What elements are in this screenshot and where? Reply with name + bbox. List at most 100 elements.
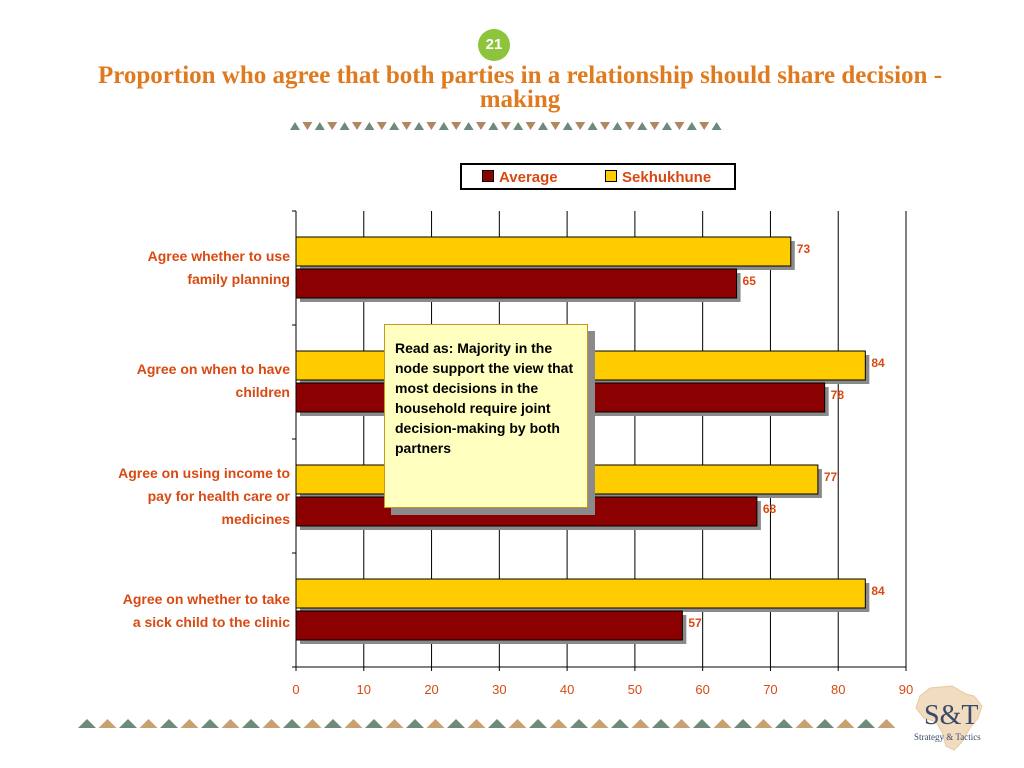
border-triangle [693,719,711,728]
border-triangle [78,719,96,728]
x-tick-label: 0 [292,682,299,697]
chart-legend: Average Sekhukhune [460,163,736,190]
legend-label-average: Average [499,169,558,186]
read-as-note: Read as: Majority in the node support th… [384,324,588,508]
border-triangle [734,719,752,728]
border-triangle [513,122,524,130]
border-triangle [529,719,547,728]
border-triangle [488,719,506,728]
border-triangle [426,719,445,728]
border-triangle [401,122,412,130]
border-triangle [562,122,573,130]
data-label: 78 [831,388,845,402]
border-triangle [637,122,648,130]
x-tick-label: 40 [560,682,574,697]
border-triangle [550,122,561,130]
border-triangle [836,719,855,728]
data-label: 73 [797,242,811,256]
border-triangle [180,719,199,728]
border-triangle [221,719,240,728]
border-triangle [327,122,338,130]
border-triangle [488,122,499,130]
border-triangle [549,719,568,728]
border-triangle [674,122,685,130]
legend-item-average: Average [482,169,558,186]
border-triangle [364,122,375,130]
border-triangle [467,719,486,728]
border-triangle [290,122,300,130]
border-triangle [570,719,588,728]
x-tick-label: 70 [763,682,777,697]
top-triangle-border [290,122,722,130]
data-label: 57 [688,616,702,630]
border-triangle [857,719,875,728]
bar-average [295,610,683,641]
border-triangle [816,719,834,728]
x-tick-label: 80 [831,682,845,697]
border-triangle [201,719,219,728]
page-number-badge: 21 [478,29,510,61]
x-tick-label: 50 [628,682,642,697]
border-triangle [575,122,586,130]
border-triangle [119,719,137,728]
bar-sekhukhune [295,578,866,609]
border-triangle [352,122,362,130]
category-label-family-planning: Agree whether to use family planning [147,248,290,287]
data-label: 77 [824,470,838,484]
category-label-sick-child: Agree on whether to take a sick child to… [122,591,290,630]
border-triangle [538,122,548,130]
x-tick-label: 20 [424,682,438,697]
border-triangle [447,719,465,728]
chart-title: Proportion who agree that both parties i… [97,62,943,113]
border-triangle [344,719,363,728]
border-triangle [590,719,609,728]
border-triangle [699,122,710,130]
border-triangle [476,122,486,130]
border-triangle [611,719,629,728]
border-triangle [775,719,793,728]
bar-sekhukhune [295,236,792,267]
border-triangle [631,719,650,728]
border-triangle [438,122,449,130]
border-triangle [649,122,660,130]
border-triangle [877,719,896,728]
st-logo: S&T Strategy & Tactics [900,684,1004,754]
logo-sub-text: Strategy & Tactics [914,732,981,742]
border-triangle [160,719,178,728]
border-triangle [463,122,474,130]
border-triangle [339,122,350,130]
border-triangle [508,719,527,728]
border-triangle [262,719,281,728]
border-triangle [242,719,260,728]
border-triangle [525,122,536,130]
data-label: 65 [743,274,757,288]
data-label: 84 [871,584,885,598]
bar-average [295,268,738,299]
border-triangle [600,122,610,130]
legend-swatch-average [482,170,494,183]
border-triangle [612,122,623,130]
x-tick-label: 30 [492,682,506,697]
x-tick-label: 60 [695,682,709,697]
border-triangle [795,719,814,728]
border-triangle [713,719,732,728]
data-label: 84 [871,356,885,370]
border-triangle [283,719,301,728]
border-triangle [302,122,313,130]
border-triangle [389,122,400,130]
border-triangle [500,122,511,130]
border-triangle [98,719,117,728]
border-triangle [652,719,670,728]
data-label: 68 [763,502,777,516]
border-triangle [624,122,635,130]
border-triangle [451,122,462,130]
logo-main-text: S&T [924,700,979,731]
border-triangle [385,719,404,728]
border-triangle [414,122,424,130]
border-triangle [365,719,383,728]
border-triangle [754,719,773,728]
border-triangle [406,719,424,728]
border-triangle [314,122,325,130]
border-triangle [303,719,322,728]
legend-swatch-sekhukhune [605,170,617,183]
